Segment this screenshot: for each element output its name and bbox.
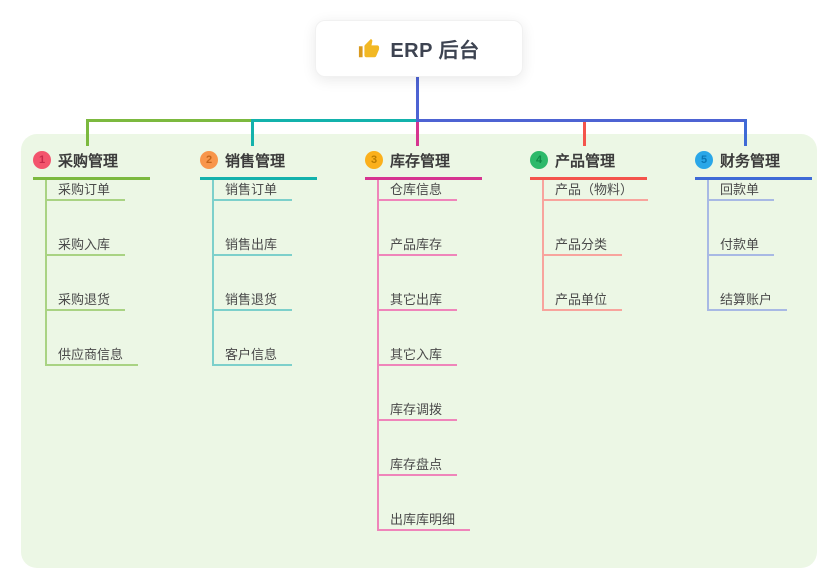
child-node[interactable]: 付款单: [707, 235, 775, 256]
branch-children: 销售订单销售出库销售退货客户信息: [212, 180, 360, 366]
branch: 5 财务管理 回款单付款单结算账户: [695, 150, 839, 311]
connector-drop-branch4: [583, 122, 586, 146]
branch: 1 采购管理 采购订单采购入库采购退货供应商信息: [33, 150, 193, 366]
branch-header[interactable]: 3 库存管理: [365, 150, 525, 170]
connector-drop-branch3: [416, 122, 419, 146]
child-node[interactable]: 出库库明细: [377, 510, 471, 531]
child-node[interactable]: 供应商信息: [45, 345, 139, 366]
branch-trunk-line: [542, 180, 544, 311]
root-node[interactable]: ERP 后台: [315, 20, 523, 77]
branch-children: 采购订单采购入库采购退货供应商信息: [45, 180, 193, 366]
branch-children: 仓库信息产品库存其它出库其它入库库存调拨库存盘点出库库明细: [377, 180, 525, 531]
connector-h-right: [418, 119, 747, 122]
connector-drop-branch5: [744, 119, 747, 146]
branch-label: 财务管理: [720, 152, 781, 170]
branch-trunk-line: [377, 180, 379, 531]
branch: 4 产品管理 产品（物料） 产品分类产品单位: [530, 150, 690, 311]
child-node[interactable]: 采购退货: [45, 290, 126, 311]
child-node[interactable]: 库存调拨: [377, 400, 458, 421]
child-node[interactable]: 仓库信息: [377, 180, 458, 201]
connector-h-branch1: [86, 119, 254, 122]
branch-number-badge: 2: [200, 151, 218, 169]
child-node[interactable]: 库存盘点: [377, 455, 458, 476]
child-node[interactable]: 销售退货: [212, 290, 293, 311]
child-node[interactable]: 客户信息: [212, 345, 293, 366]
thumbs-up-icon: [359, 38, 380, 57]
child-node[interactable]: 销售出库: [212, 235, 293, 256]
child-node[interactable]: 产品分类: [542, 235, 623, 256]
child-node[interactable]: 其它出库: [377, 290, 458, 311]
child-node[interactable]: 产品单位: [542, 290, 623, 311]
branch-label: 采购管理: [58, 152, 119, 170]
branch: 2 销售管理 销售订单销售出库销售退货客户信息: [200, 150, 360, 366]
child-node[interactable]: 结算账户: [707, 290, 788, 311]
branch-underline: [530, 177, 647, 180]
branch-underline: [33, 177, 150, 180]
branch: 3 库存管理 仓库信息产品库存其它出库其它入库库存调拨库存盘点出库库明细: [365, 150, 525, 531]
branches-panel: [21, 134, 817, 568]
root-title: ERP 后台: [390, 40, 480, 62]
branch-header[interactable]: 5 财务管理: [695, 150, 839, 170]
branch-number-badge: 3: [365, 151, 383, 169]
branch-children: 产品（物料） 产品分类产品单位: [542, 180, 690, 311]
child-node[interactable]: 回款单: [707, 180, 775, 201]
branch-number-badge: 5: [695, 151, 713, 169]
connector-drop-branch2: [251, 119, 254, 146]
child-node[interactable]: 产品库存: [377, 235, 458, 256]
child-node[interactable]: 销售订单: [212, 180, 293, 201]
branch-trunk-line: [707, 180, 709, 311]
connector-h-branch2: [254, 119, 418, 122]
child-node[interactable]: 采购订单: [45, 180, 126, 201]
connector-drop-branch1: [86, 119, 89, 146]
branch-underline: [200, 177, 317, 180]
branch-label: 销售管理: [225, 152, 286, 170]
connector-root-stem: [416, 77, 419, 122]
child-node[interactable]: 其它入库: [377, 345, 458, 366]
branch-trunk-line: [212, 180, 214, 366]
branch-underline: [695, 177, 812, 180]
child-node[interactable]: 采购入库: [45, 235, 126, 256]
branch-label: 库存管理: [390, 152, 451, 170]
branch-number-badge: 4: [530, 151, 548, 169]
branch-number-badge: 1: [33, 151, 51, 169]
branch-underline: [365, 177, 482, 180]
branch-trunk-line: [45, 180, 47, 366]
branch-header[interactable]: 2 销售管理: [200, 150, 360, 170]
branch-children: 回款单付款单结算账户: [707, 180, 839, 311]
branch-header[interactable]: 1 采购管理: [33, 150, 193, 170]
child-node[interactable]: 产品（物料）: [542, 180, 649, 201]
branch-header[interactable]: 4 产品管理: [530, 150, 690, 170]
branch-label: 产品管理: [555, 152, 616, 170]
